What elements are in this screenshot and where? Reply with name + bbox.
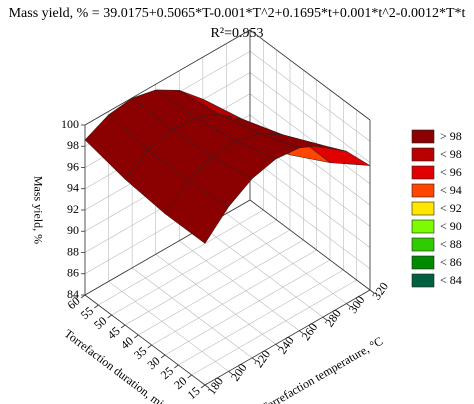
legend-swatch bbox=[411, 273, 435, 288]
box-edge bbox=[249, 29, 371, 121]
grid-line bbox=[179, 240, 300, 331]
legend-label: < 86 bbox=[440, 255, 462, 269]
legend-swatch bbox=[411, 129, 435, 144]
tick-mark bbox=[251, 357, 257, 362]
box-edge bbox=[249, 199, 371, 291]
legend-label: < 84 bbox=[440, 273, 462, 287]
tick-mark bbox=[187, 374, 192, 379]
box-edge bbox=[84, 294, 206, 386]
z-tick-label: 84 bbox=[67, 287, 79, 301]
legend-swatch bbox=[411, 165, 435, 180]
tick-mark bbox=[228, 371, 233, 375]
z-tick-label: 96 bbox=[67, 159, 79, 173]
x-tick-label: 220 bbox=[251, 347, 273, 370]
tick-mark bbox=[174, 364, 179, 369]
z-tick-label: 92 bbox=[67, 202, 79, 216]
tick-mark bbox=[369, 289, 375, 294]
grid-line bbox=[108, 281, 229, 372]
box-edge bbox=[84, 29, 251, 126]
tick-mark bbox=[107, 314, 112, 319]
grid-line bbox=[124, 229, 291, 326]
x-tick-label: 300 bbox=[346, 293, 368, 316]
tick-mark bbox=[160, 354, 166, 359]
z-tick-label: 98 bbox=[67, 138, 79, 152]
legend-label: < 94 bbox=[440, 183, 462, 197]
legend-label: < 88 bbox=[440, 237, 462, 251]
z-tick-label: 88 bbox=[67, 244, 79, 258]
legend-label: > 98 bbox=[440, 129, 462, 143]
x-tick-label: 200 bbox=[228, 361, 250, 384]
grid-line bbox=[151, 249, 317, 346]
legend-label: < 90 bbox=[440, 219, 462, 233]
z-axis-title: Mass yield, % bbox=[31, 176, 45, 244]
legend-label: < 92 bbox=[440, 201, 462, 215]
grid-line bbox=[249, 93, 371, 184]
grid-line bbox=[191, 279, 357, 376]
grid-line bbox=[202, 226, 324, 318]
grid-line bbox=[138, 239, 304, 336]
legend-swatch bbox=[411, 183, 435, 198]
tick-mark bbox=[94, 304, 99, 309]
legend-swatch bbox=[411, 237, 435, 252]
grid-line bbox=[131, 267, 253, 359]
grid-line bbox=[164, 259, 331, 356]
z-tick-label: 90 bbox=[67, 223, 79, 237]
grid-line bbox=[226, 213, 347, 304]
x-tick-label: 260 bbox=[299, 320, 321, 343]
tick-mark bbox=[147, 344, 152, 349]
legend-swatch bbox=[411, 147, 435, 162]
legend-swatch bbox=[411, 201, 435, 216]
x-tick-label: 320 bbox=[369, 280, 391, 303]
y-tick-label: 15 bbox=[185, 384, 203, 402]
legend-swatch bbox=[411, 255, 435, 270]
x-tick-label: 180 bbox=[204, 375, 226, 398]
grid-line bbox=[155, 254, 276, 345]
chart-title: Mass yield, % = 39.0175+0.5065*T-0.001*T… bbox=[9, 6, 466, 21]
surface-cell bbox=[164, 180, 229, 244]
tick-mark bbox=[120, 324, 126, 329]
grid-line bbox=[249, 178, 371, 269]
grid-line bbox=[98, 209, 264, 306]
tick-mark bbox=[299, 330, 304, 335]
tick-mark bbox=[200, 384, 206, 389]
tick-mark bbox=[80, 294, 86, 299]
legend-swatch bbox=[411, 219, 435, 234]
legend-label: < 96 bbox=[440, 165, 462, 179]
grid-line bbox=[178, 269, 344, 366]
legend-label: < 98 bbox=[440, 147, 462, 161]
tick-mark bbox=[204, 384, 210, 389]
tick-mark bbox=[346, 303, 351, 307]
grid-line bbox=[111, 219, 277, 316]
grid-line bbox=[249, 72, 371, 163]
tick-mark bbox=[134, 334, 139, 339]
tick-mark bbox=[322, 316, 328, 321]
box-edge bbox=[204, 289, 371, 386]
grid-line bbox=[249, 51, 371, 142]
z-tick-label: 100 bbox=[61, 117, 79, 131]
x-tick-label: 240 bbox=[275, 334, 297, 357]
z-tick-label: 86 bbox=[67, 266, 79, 280]
grid-line bbox=[249, 157, 371, 248]
tick-mark bbox=[275, 343, 280, 348]
x-tick-label: 280 bbox=[322, 307, 344, 330]
z-tick-label: 94 bbox=[67, 181, 79, 195]
